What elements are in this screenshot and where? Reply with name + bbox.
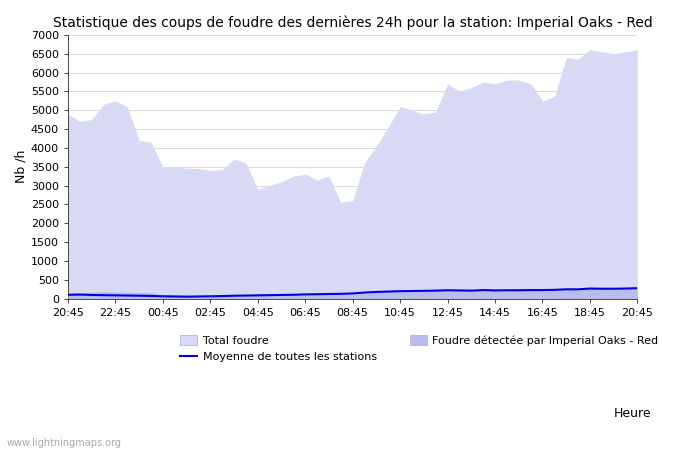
Y-axis label: Nb /h: Nb /h: [15, 150, 28, 183]
Title: Statistique des coups de foudre des dernières 24h pour la station: Imperial Oaks: Statistique des coups de foudre des dern…: [52, 15, 652, 30]
Legend: Total foudre, Moyenne de toutes les stations, Foudre détectée par Imperial Oaks : Total foudre, Moyenne de toutes les stat…: [176, 331, 663, 367]
Text: www.lightningmaps.org: www.lightningmaps.org: [7, 438, 122, 448]
Text: Heure: Heure: [613, 407, 651, 420]
